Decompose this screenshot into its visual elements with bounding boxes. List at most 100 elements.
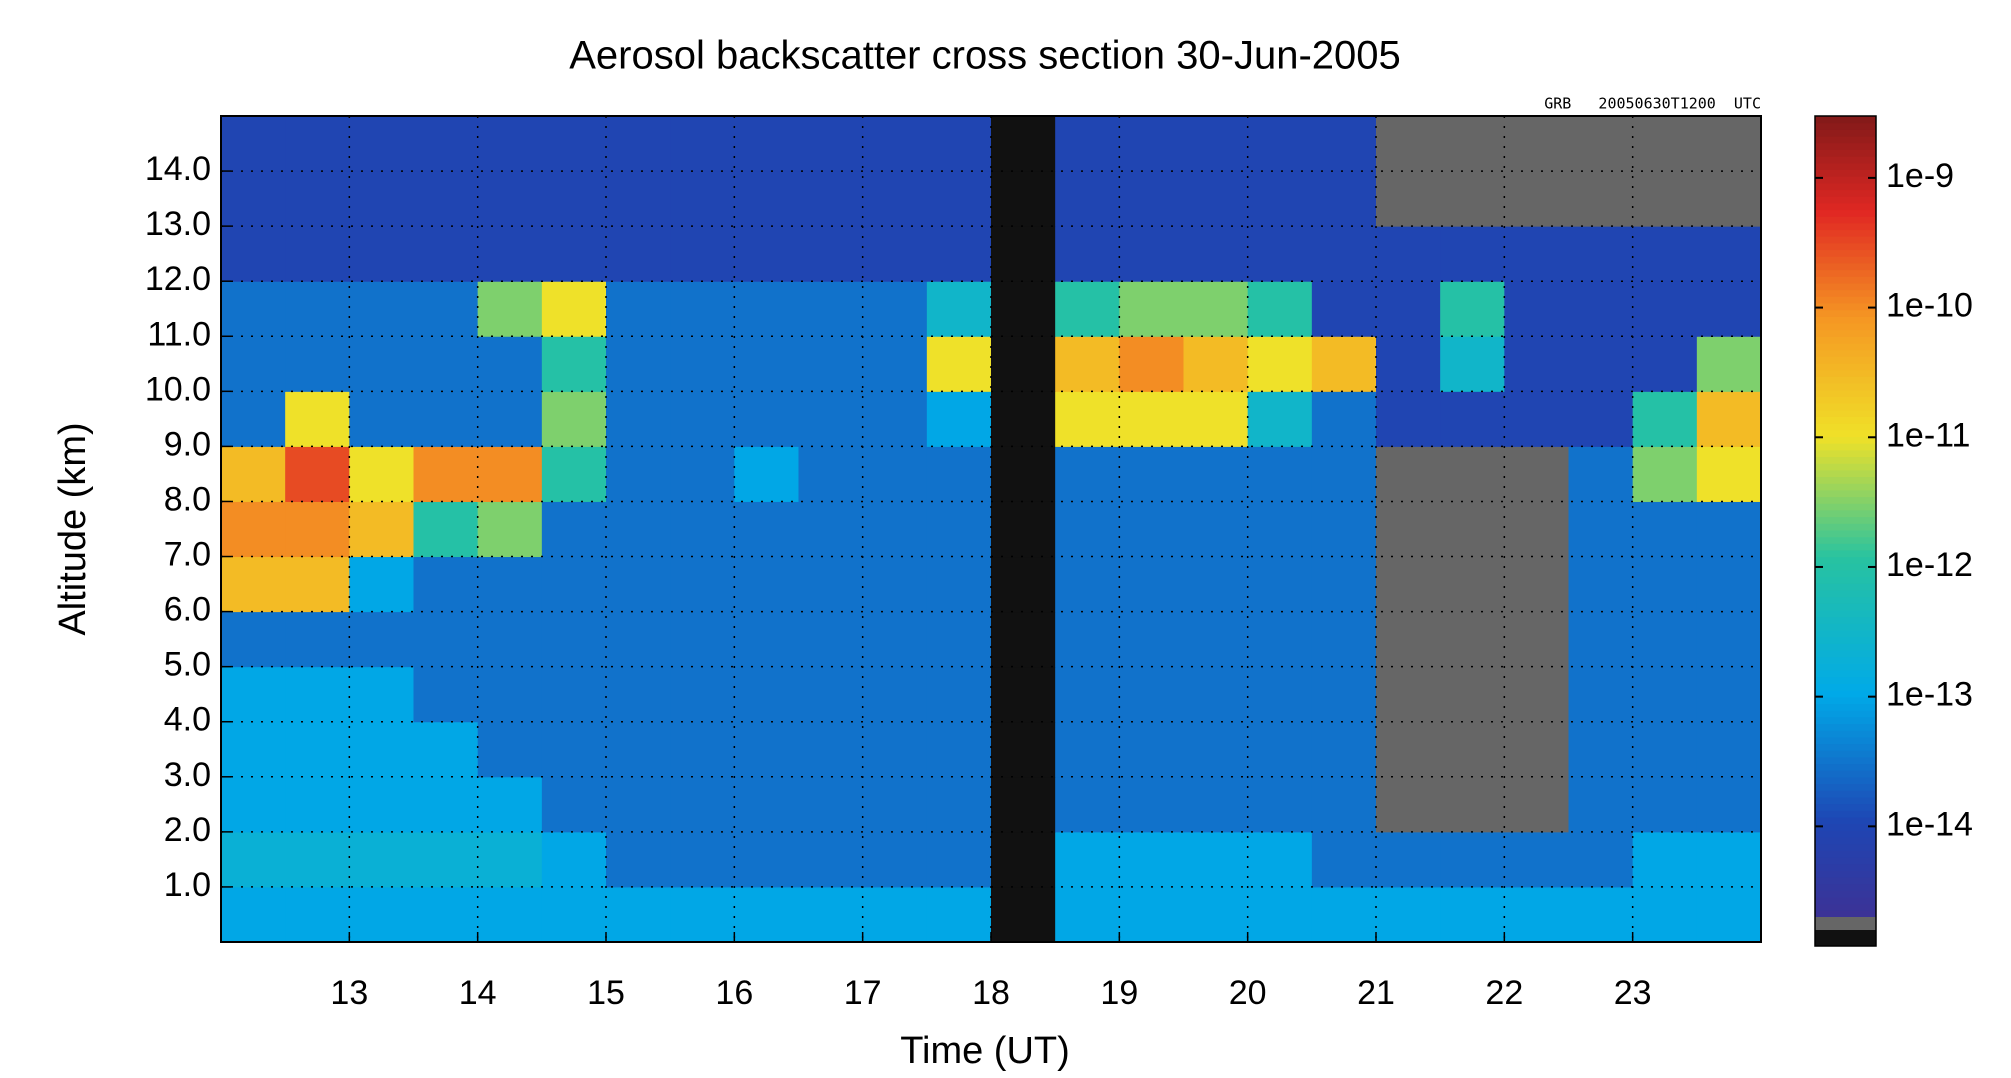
heat-cell <box>413 831 479 888</box>
colorbar-swatch <box>1815 289 1876 297</box>
heat-cell <box>670 336 735 392</box>
colorbar-swatch <box>1815 309 1876 317</box>
x-tick-label: 17 <box>844 974 882 1012</box>
heat-cell <box>1247 336 1313 392</box>
colorbar-swatch <box>1815 489 1876 498</box>
colorbar-swatch <box>1815 569 1876 578</box>
heat-cell <box>349 446 414 502</box>
colorbar-swatch <box>1815 269 1876 277</box>
heat-cell <box>798 886 864 943</box>
colorbar-swatch <box>1815 202 1876 211</box>
heat-cell <box>1247 446 1313 502</box>
colorbar-swatch <box>1815 790 1876 798</box>
colorbar-swatch <box>1815 783 1876 791</box>
heat-cell <box>798 336 864 392</box>
colorbar-tick-label: 1e-10 <box>1886 287 1973 325</box>
heat-cell <box>477 886 543 943</box>
heat-cell <box>541 446 607 502</box>
heat-cell <box>1440 391 1505 447</box>
colorbar-swatch <box>1815 596 1876 604</box>
heat-cell <box>606 666 671 723</box>
heat-cell <box>413 556 479 613</box>
heat-cell <box>1504 721 1569 778</box>
heat-cell <box>734 281 799 337</box>
colorbar-below-range <box>1815 917 1876 930</box>
heat-cell <box>606 391 671 447</box>
heat-cell <box>926 116 992 172</box>
heat-cell <box>926 171 992 227</box>
heat-cell <box>477 831 543 888</box>
heat-cell <box>477 721 543 778</box>
y-axis-label: Altitude (km) <box>52 422 94 635</box>
heat-cell <box>285 281 350 337</box>
heat-cell <box>1247 776 1313 833</box>
heat-cell <box>734 721 799 778</box>
colorbar-swatch <box>1815 356 1876 364</box>
colorbar-swatch <box>1815 656 1876 664</box>
heat-cell <box>1376 611 1441 668</box>
heat-cell <box>670 831 735 888</box>
y-tick-label: 12.0 <box>145 260 211 298</box>
colorbar-swatch <box>1815 910 1876 918</box>
heat-cell <box>413 501 479 558</box>
y-tick-label: 11.0 <box>147 315 211 353</box>
heat-cell <box>1696 611 1762 668</box>
heat-cell <box>221 831 286 888</box>
heat-cell <box>734 336 799 392</box>
heat-cell <box>1119 831 1184 888</box>
heat-cell <box>1183 226 1249 282</box>
heat-cell <box>1504 666 1569 723</box>
heat-cell <box>413 226 479 282</box>
heat-cell <box>1696 281 1762 337</box>
heat-cell <box>1183 886 1249 943</box>
colorbar-swatch <box>1815 770 1876 778</box>
heat-cell <box>1119 611 1184 668</box>
heat-cell <box>1632 831 1698 888</box>
heat-cell <box>413 171 479 227</box>
heat-cell <box>606 446 671 502</box>
heat-cell <box>413 116 479 172</box>
heat-cell <box>221 226 286 282</box>
colorbar-swatch <box>1815 142 1876 150</box>
heat-cell <box>670 226 735 282</box>
heat-cell <box>606 336 671 392</box>
heat-cell <box>1440 831 1505 888</box>
colorbar-swatch <box>1815 703 1876 711</box>
heat-cell <box>1183 666 1249 723</box>
heat-cell <box>926 501 992 558</box>
colorbar-swatch <box>1815 456 1876 464</box>
heat-cell <box>991 226 1056 282</box>
y-tick-label: 7.0 <box>164 536 211 574</box>
heat-cell <box>1247 831 1313 888</box>
heat-cell <box>1183 281 1249 337</box>
heat-cell <box>349 116 414 172</box>
colorbar-swatch <box>1815 603 1876 611</box>
heat-cell <box>862 611 928 668</box>
colorbar-swatch <box>1815 676 1876 684</box>
heat-cell <box>1632 226 1698 282</box>
colorbar-swatch <box>1815 449 1876 458</box>
colorbar-swatch <box>1815 162 1876 170</box>
heat-cell <box>798 501 864 558</box>
heat-cell <box>734 776 799 833</box>
heat-cell <box>1632 391 1698 447</box>
heat-cell <box>1311 336 1377 392</box>
colorbar-swatch <box>1815 796 1876 805</box>
heat-cell <box>413 776 479 833</box>
colorbar-swatch <box>1815 816 1876 825</box>
heat-cell <box>1696 226 1762 282</box>
colorbar-swatch <box>1815 583 1876 591</box>
heat-cell <box>1376 556 1441 613</box>
heat-cell <box>606 611 671 668</box>
heat-cell <box>862 171 928 227</box>
colorbar-swatch <box>1815 509 1876 518</box>
heat-cell <box>1440 556 1505 613</box>
heat-cell <box>1504 831 1569 888</box>
heat-cell <box>477 171 543 227</box>
heat-cell <box>926 226 992 282</box>
heat-cell <box>221 886 286 943</box>
heat-cell <box>1183 336 1249 392</box>
heat-cell <box>1376 721 1441 778</box>
heat-cell <box>1247 281 1313 337</box>
colorbar-swatch <box>1815 129 1876 137</box>
